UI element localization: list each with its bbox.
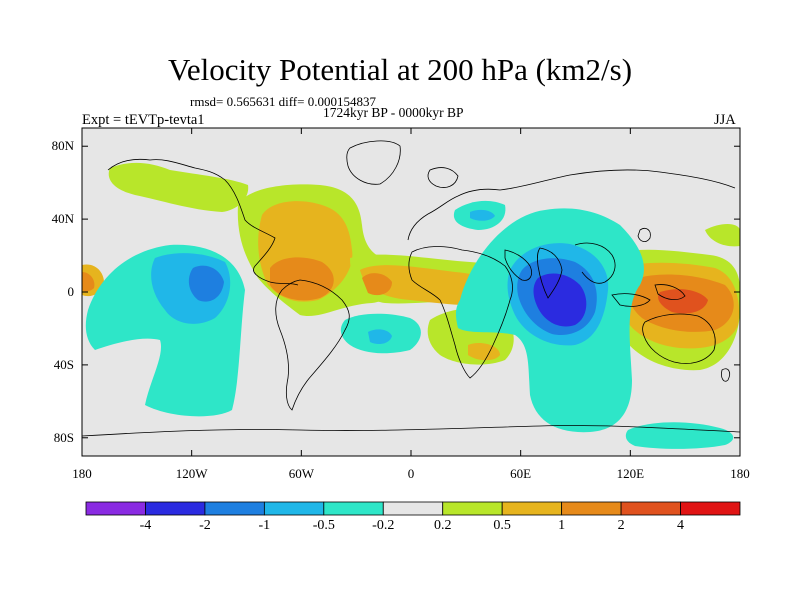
colorbar-label: 0.5 bbox=[493, 518, 511, 533]
lon-label: 0 bbox=[407, 466, 415, 481]
lon-label: 120E bbox=[616, 466, 645, 481]
field-east-pacific-core bbox=[188, 265, 224, 302]
colorbar-box bbox=[323, 501, 384, 516]
field-north-africa-mid bbox=[470, 209, 495, 221]
lat-label: 0 bbox=[67, 284, 75, 299]
colorbar-box bbox=[204, 501, 265, 516]
coastlines bbox=[82, 140, 740, 437]
colorbar-box bbox=[85, 501, 146, 516]
field-antarctic-negative bbox=[625, 422, 734, 449]
colorbar-box bbox=[620, 501, 681, 516]
lat-label: 40S bbox=[53, 356, 74, 372]
lon-label: 60E bbox=[510, 466, 532, 481]
map-panel bbox=[82, 128, 740, 456]
stats-text: rmsd= 0.565631 diff= 0.000154837 bbox=[190, 94, 376, 109]
field-caribbean-core bbox=[270, 257, 334, 301]
field-indian-ocean-core bbox=[533, 273, 587, 327]
colorbar-box bbox=[442, 501, 503, 516]
colorbar-box bbox=[382, 501, 444, 516]
colorbar-box bbox=[145, 501, 206, 516]
colorbar-box bbox=[680, 501, 741, 516]
colorbar-box bbox=[501, 501, 563, 516]
colorbar-label: 1 bbox=[558, 518, 566, 533]
colorbar-label: -0.2 bbox=[372, 518, 395, 533]
field-maritime-core bbox=[658, 289, 708, 314]
period-text: 1724kyr BP - 0000kyr BP bbox=[323, 105, 464, 120]
colorbar-label: 0.2 bbox=[433, 518, 452, 533]
lat-label: 80N bbox=[51, 138, 74, 154]
plot-title: Velocity Potential at 200 hPa (km2/s) bbox=[167, 52, 633, 87]
colorbar-label: -1 bbox=[258, 518, 271, 533]
lon-label: 180 bbox=[730, 466, 750, 481]
lat-label: 40N bbox=[51, 211, 74, 227]
season-label: JJA bbox=[714, 112, 736, 128]
colorbar-box bbox=[561, 501, 622, 516]
field-guinea-core bbox=[362, 273, 392, 296]
lon-label: 120W bbox=[175, 466, 208, 481]
colorbar-label: 4 bbox=[677, 518, 685, 533]
field-south-atlantic-mid bbox=[368, 329, 392, 344]
colorbar-box bbox=[263, 501, 325, 516]
colorbar-label: -2 bbox=[199, 518, 211, 533]
field-north-pacific-positive bbox=[108, 162, 249, 212]
experiment-label: Expt = tEVTp-tevta1 bbox=[82, 112, 205, 128]
field-north-pacific-east bbox=[705, 224, 740, 247]
colorbar-label: 2 bbox=[617, 518, 625, 533]
axis-ticks bbox=[81, 128, 741, 456]
field-west-edge-core bbox=[82, 272, 95, 292]
colorbar-label: -4 bbox=[139, 518, 152, 533]
lat-label: 80S bbox=[53, 429, 74, 445]
lon-label: 60W bbox=[288, 466, 314, 481]
lon-label: 180 bbox=[72, 466, 92, 481]
colorbar-label: -0.5 bbox=[312, 518, 335, 533]
